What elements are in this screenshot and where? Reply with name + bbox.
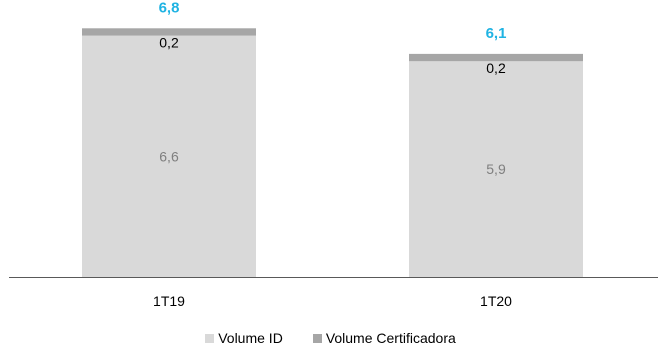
- legend: Volume ID Volume Certificadora: [0, 330, 661, 346]
- data-label-volume-certificadora-1t20: 0,2: [486, 60, 506, 76]
- legend-item-volume-id: Volume ID: [205, 330, 283, 346]
- legend-label-volume-certificadora: Volume Certificadora: [325, 330, 456, 346]
- data-label-volume-certificadora-1t19: 0,2: [159, 35, 179, 51]
- x-tick-label-1t20: 1T20: [480, 293, 512, 309]
- legend-label-volume-id: Volume ID: [218, 330, 283, 346]
- legend-swatch-volume-certificadora: [312, 333, 322, 343]
- legend-item-volume-certificadora: Volume Certificadora: [312, 330, 456, 346]
- stacked-bar-chart: 6,6 0,2 6,8 1T19 5,9 0,2 6,1 1T20: [9, 0, 658, 309]
- bar-1t20-volume-id: [409, 61, 583, 278]
- bar-1t19-volume-certificadora: [82, 28, 256, 36]
- legend-swatch-volume-id: [205, 333, 215, 343]
- total-label-1t19: 6,8: [159, 0, 180, 16]
- bar-1t20-volume-certificadora: [409, 53, 583, 62]
- data-label-volume-id-1t20: 5,9: [486, 161, 506, 177]
- x-tick-label-1t19: 1T19: [153, 293, 185, 309]
- data-label-volume-id-1t19: 6,6: [159, 148, 179, 164]
- total-label-1t20: 6,1: [486, 25, 507, 42]
- bar-1t19-volume-id: [82, 35, 256, 278]
